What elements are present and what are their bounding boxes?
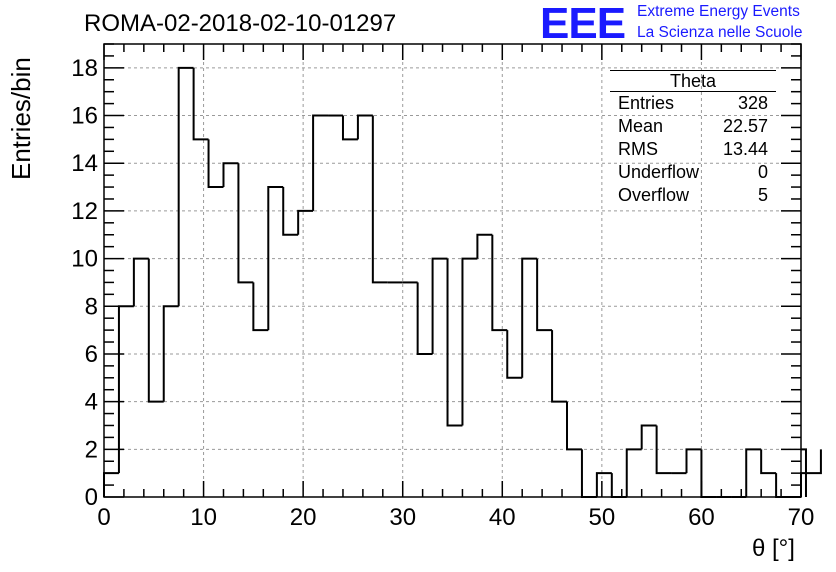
histogram-bin (536, 258, 553, 332)
histogram-bin (800, 449, 822, 497)
y-axis-label: Entries/bin (6, 57, 36, 180)
histogram-bin (371, 115, 388, 284)
histogram-bin (416, 282, 433, 355)
stats-label: Entries (618, 93, 675, 113)
histogram-bin (132, 257, 149, 307)
histogram-bin (476, 233, 493, 259)
y-tick-label: 8 (85, 293, 98, 320)
stats-box: Theta Entries 328 Mean 22.57 RMS 13.44 U… (610, 70, 776, 207)
logo-line-2: La Scienza nelle Scuole (637, 24, 803, 41)
histogram-bin (700, 449, 717, 498)
histogram-bin (801, 448, 807, 497)
stats-row-rms: RMS 13.44 (610, 138, 776, 161)
histogram-bin (207, 139, 224, 189)
y-tick-label: 0 (85, 484, 98, 511)
logo-line-1: Extreme Energy Events (637, 3, 800, 20)
y-tick-label: 6 (85, 341, 98, 368)
histogram-bin (431, 257, 448, 354)
stats-row-mean: Mean 22.57 (610, 115, 776, 138)
histogram-bin (775, 473, 792, 498)
x-tick-label: 60 (688, 504, 715, 531)
x-tick-label: 50 (589, 504, 616, 531)
histogram-bin (446, 258, 463, 427)
histogram-bin (625, 448, 642, 497)
histogram-bin (760, 449, 777, 475)
histogram-bin (162, 305, 179, 402)
histogram-bin (147, 258, 164, 403)
stats-value: 22.57 (722, 116, 768, 136)
stats-title: Theta (610, 70, 776, 92)
grid-lines (104, 44, 801, 497)
stats-label: Overflow (618, 185, 690, 205)
stats-row-entries: Entries 328 (610, 92, 776, 115)
histogram-bin (745, 448, 762, 497)
histogram-bin (580, 449, 597, 498)
stats-label: RMS (618, 139, 658, 159)
tick-marks (103, 43, 802, 498)
histogram-bin (117, 305, 134, 474)
histogram-bin (341, 115, 358, 141)
stats-value: 5 (757, 185, 768, 205)
stats-row-underflow: Underflow 0 (610, 161, 776, 184)
y-tick-label: 14 (71, 150, 98, 177)
histogram-bin (640, 424, 657, 450)
y-tick-label: 2 (85, 436, 98, 463)
histogram-bin (297, 209, 314, 235)
histogram-bin (610, 473, 627, 498)
x-tick-label: 0 (97, 504, 110, 531)
stats-label: Mean (618, 116, 664, 136)
histogram-bin (461, 257, 478, 426)
x-tick-label: 10 (190, 504, 217, 531)
histogram-bin (222, 162, 239, 188)
histogram-bin (595, 472, 612, 497)
histogram-bin (655, 425, 672, 475)
histogram-bin (566, 401, 582, 451)
histogram-bin (506, 330, 523, 379)
histogram-bin (312, 114, 329, 211)
histogram-bin (551, 330, 568, 403)
y-tick-label: 16 (71, 103, 98, 130)
histogram-bin (521, 257, 538, 378)
y-tick-label: 4 (85, 389, 98, 416)
stats-label: Underflow (618, 162, 700, 182)
stats-value: 0 (757, 162, 768, 182)
histogram-bin (237, 163, 254, 284)
y-tick-label: 10 (71, 246, 98, 273)
histogram-bin (356, 114, 373, 140)
x-tick-label: 40 (489, 504, 516, 531)
y-tick-label: 12 (71, 198, 98, 225)
histogram-bin (267, 186, 284, 331)
stats-value: 328 (737, 93, 768, 113)
x-tick-label: 70 (788, 504, 815, 531)
histogram-bin (192, 67, 209, 141)
histogram-bin (685, 448, 702, 474)
y-tick-label: 18 (71, 55, 98, 82)
stats-row-overflow: Overflow 5 (610, 184, 776, 207)
x-tick-label: 30 (389, 504, 416, 531)
stats-value: 13.44 (722, 139, 768, 159)
x-tick-label: 20 (290, 504, 317, 531)
x-axis-label: θ [°] (752, 535, 795, 562)
histogram-bin (252, 282, 269, 332)
histogram-bin (491, 234, 508, 332)
histogram-bin (282, 187, 299, 236)
histogram-bin (177, 66, 194, 307)
chart-title: ROMA-02-2018-02-10-01297 (84, 10, 397, 37)
eee-logo: EEE (540, 0, 626, 48)
